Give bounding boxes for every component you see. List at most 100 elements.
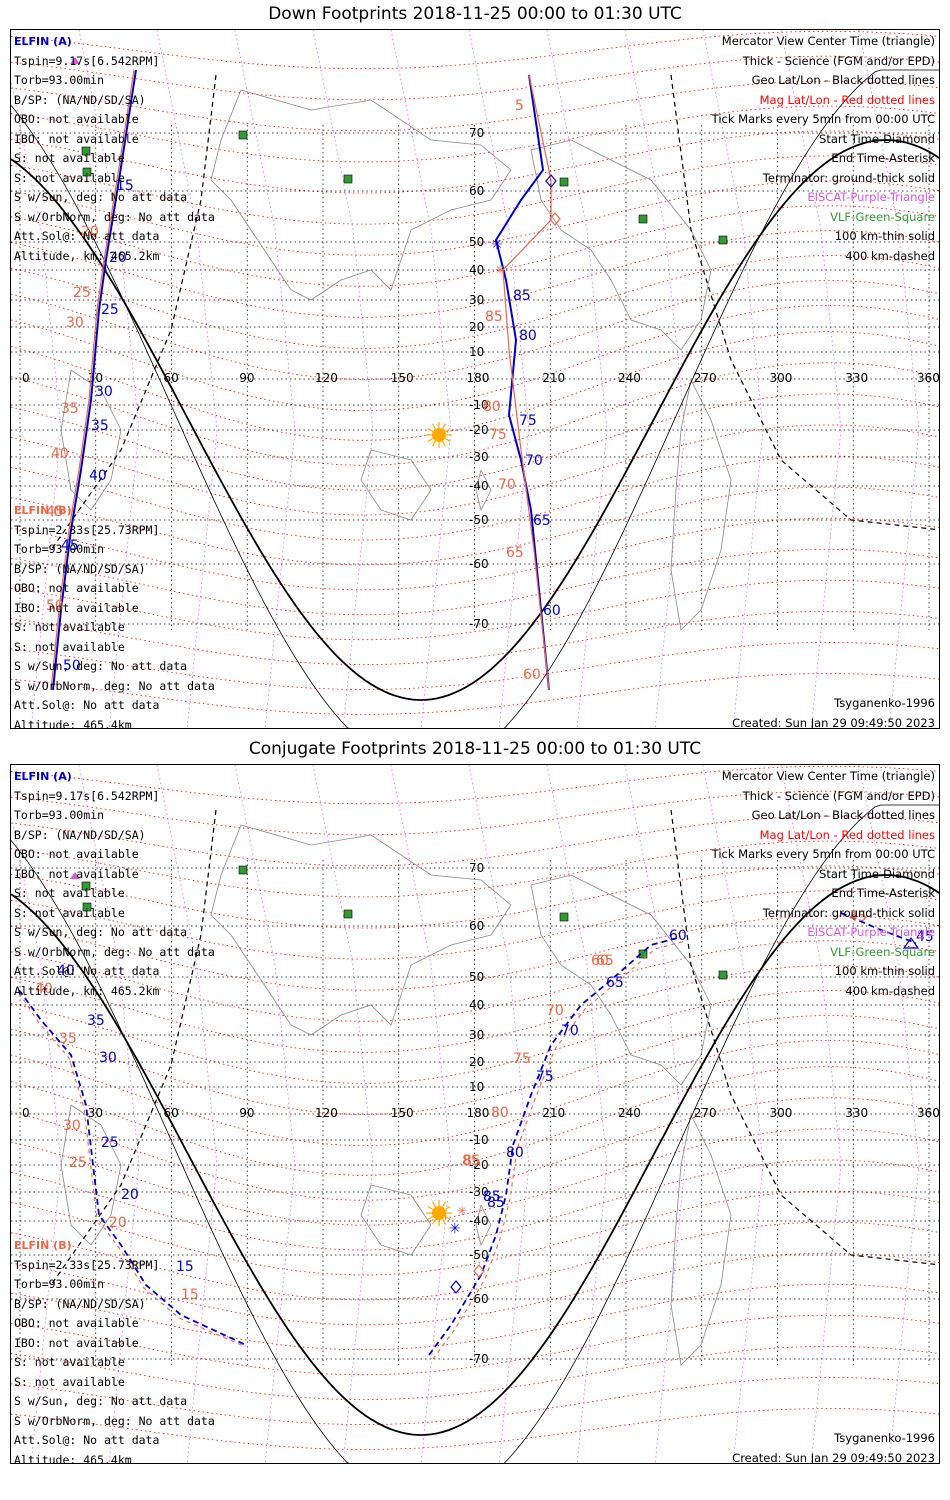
vlf-square-icon bbox=[238, 865, 248, 875]
lat-tick-label: 40 bbox=[469, 263, 484, 277]
info-line: B/SP: (NA/ND/SD/SA) bbox=[14, 561, 146, 576]
vlf-square-icon bbox=[718, 235, 728, 245]
elfin-b-tick-label: 25 bbox=[73, 285, 91, 301]
coastlines bbox=[60, 89, 732, 631]
lon-tick-label: 240 bbox=[618, 371, 641, 385]
info-line: Altitude: 465.4km bbox=[14, 717, 132, 729]
info-line: OBO: not available bbox=[14, 1316, 139, 1330]
info-line: IBO: not available bbox=[14, 600, 139, 615]
elfin-b-tick-label: 65 bbox=[596, 953, 614, 969]
elfin-b-tick-label: 5 bbox=[515, 98, 524, 114]
legend-item: Thick - Science (FGM and/or EPD) bbox=[742, 788, 935, 803]
longitude-labels: 0 30 60 90 120 150 180 210 240 270 300 330 360 bbox=[22, 1106, 940, 1120]
legend-item: Mag Lat/Lon - Red dotted lines bbox=[759, 827, 935, 842]
map-svg: 0 30 60 90 120 150 180 210 240 270 300 330 360 70 60 50… bbox=[11, 30, 940, 728]
info-line: S w/Sun, deg: No att data bbox=[14, 190, 188, 204]
lon-tick-label: 330 bbox=[845, 371, 868, 385]
info-line: S w/OrbNorm, deg: No att data bbox=[14, 944, 215, 959]
vlf-stations bbox=[81, 865, 728, 980]
lon-tick-label: 240 bbox=[618, 1106, 641, 1120]
elfin-b-tick-label: 85 bbox=[462, 1153, 480, 1169]
info-line: S w/OrbNorm, deg: No att data bbox=[14, 1413, 215, 1428]
elfin-a-tick-label: 35 bbox=[87, 1013, 105, 1029]
elfin-a-track-west bbox=[52, 69, 137, 691]
spacecraft-header: ELFIN (B) bbox=[14, 504, 72, 517]
elfin-a-track-west bbox=[18, 989, 247, 1346]
lon-tick-label: 330 bbox=[845, 1106, 868, 1120]
lon-tick-label: 360 bbox=[917, 371, 940, 385]
elfin-b-tick-label: 35 bbox=[61, 401, 79, 417]
lat-tick-label: -20 bbox=[469, 423, 489, 437]
lon-tick-label: 210 bbox=[542, 371, 565, 385]
elfin-b-tick-label: 20 bbox=[109, 1215, 127, 1231]
lat-tick-label: 10 bbox=[469, 1080, 484, 1094]
elfin-a-tick-label: 75 bbox=[519, 413, 537, 429]
lon-tick-label: 150 bbox=[391, 371, 414, 385]
end-asterisk-icon: ✳ bbox=[491, 237, 503, 253]
lon-tick-label: 300 bbox=[770, 1106, 793, 1120]
info-line: Tspin=2.33s[25.73RPM] bbox=[14, 1257, 160, 1272]
elfin-a-tick-label: 40 bbox=[57, 963, 75, 979]
elfin-b-tick-label: 30 bbox=[66, 315, 84, 331]
longitude-labels: 0 30 60 90 120 150 180 210 240 270 300 330 360 bbox=[22, 371, 940, 385]
lon-tick-label: 150 bbox=[391, 1106, 414, 1120]
vlf-square-icon bbox=[81, 881, 91, 891]
info-line: B/SP: (NA/ND/SD/SA) bbox=[14, 92, 146, 107]
info-line: S w/Sun, deg: No att data bbox=[14, 1394, 188, 1408]
lat-tick-label: -60 bbox=[469, 557, 489, 571]
lat-tick-label: 20 bbox=[469, 1055, 484, 1069]
lat-tick-label: 70 bbox=[469, 126, 484, 140]
lon-tick-label: 360 bbox=[917, 1106, 940, 1120]
info-line: S: not available bbox=[14, 620, 125, 634]
info-line: IBO: not available bbox=[14, 131, 139, 146]
elfin-a-tick-label: 15 bbox=[116, 178, 134, 194]
info-line: S w/OrbNorm, deg: No att data bbox=[14, 209, 215, 224]
info-line: S w/Sun, deg: No att data bbox=[14, 659, 188, 673]
vlf-square-icon bbox=[638, 949, 648, 959]
legend-item: End Time-Asterisk bbox=[831, 151, 935, 165]
elfin-b-tick-label: 40 bbox=[51, 446, 69, 462]
lon-tick-label: 120 bbox=[315, 1106, 338, 1120]
conjugate-footprints-map: 0 30 60 90 120 150 180 210 240 270 300 330 360 70 60 50… bbox=[10, 764, 940, 1464]
lon-tick-label: 0 bbox=[22, 1106, 30, 1120]
elfin-b-tick-label: 70 bbox=[546, 1003, 564, 1019]
map-legend: Mercator View Center Time (triangle) Thic… bbox=[712, 32, 935, 266]
lat-tick-label: -20 bbox=[469, 1158, 489, 1172]
legend-item: Terminator: ground-thick solid bbox=[762, 905, 935, 920]
info-line: S w/OrbNorm, deg: No att data bbox=[14, 678, 215, 693]
lon-tick-label: 90 bbox=[239, 371, 254, 385]
elfin-b-tick-label: 80 bbox=[483, 399, 501, 415]
elfin-a-tick-label: 70 bbox=[561, 1023, 579, 1039]
legend-item: Start Time-Diamond bbox=[819, 131, 935, 146]
info-line: S: not available bbox=[14, 1355, 125, 1369]
legend-item: Geo Lat/Lon - Black dotted lines bbox=[751, 73, 935, 87]
elfin-a-tick-label: 20 bbox=[121, 1187, 139, 1203]
spacecraft-header: ELFIN (B) bbox=[14, 1239, 72, 1252]
lon-tick-label: 270 bbox=[694, 1106, 717, 1120]
legend-item: VLF-Green-Square bbox=[830, 209, 935, 224]
lon-tick-label: 90 bbox=[239, 1106, 254, 1120]
elfin-b-tick-label: 35 bbox=[59, 1031, 77, 1047]
elfin-a-info: ELFIN (A) Tspin=9.17s[6.542RPM] Torb=93.00… bbox=[14, 767, 215, 1001]
elfin-b-tick-label: 45 bbox=[46, 504, 64, 520]
lat-tick-label: -50 bbox=[469, 513, 489, 527]
elfin-a-tick-label: 75 bbox=[536, 1069, 554, 1085]
lat-tick-label: 30 bbox=[469, 1028, 484, 1042]
start-diamond-icon bbox=[545, 174, 557, 188]
elfin-b-tick-label: 40 bbox=[35, 981, 53, 997]
elfin-a-tick-label: 65 bbox=[606, 975, 624, 991]
end-asterisk-icon: ✳ bbox=[457, 1204, 467, 1218]
created-timestamp: Created: Sun Jan 29 09:49:50 2023 bbox=[732, 715, 935, 729]
lat-tick-label: -30 bbox=[469, 450, 489, 464]
lon-tick-label: 210 bbox=[542, 1106, 565, 1120]
elfin-a-tick-label: 70 bbox=[525, 453, 543, 469]
elfin-a-tick-label: 65 bbox=[533, 513, 551, 529]
eiscat-triangle-icon bbox=[70, 872, 80, 879]
elfin-a-tick-label: 80 bbox=[506, 1145, 524, 1161]
elfin-b-tick-label: 30 bbox=[63, 1118, 81, 1134]
elfin-a-tick-label: 25 bbox=[101, 1135, 119, 1151]
down-footprints-map: 0 30 60 90 120 150 180 210 240 270 300 330 360 70 60 50… bbox=[10, 29, 940, 729]
info-line: Altitude: 465.4km bbox=[14, 1452, 132, 1464]
model-name: Tsyganenko-1996 bbox=[834, 696, 935, 710]
elfin-b-info: ELFIN (B) Tspin=2.33s[25.73RPM] Torb=93.00… bbox=[14, 501, 215, 729]
